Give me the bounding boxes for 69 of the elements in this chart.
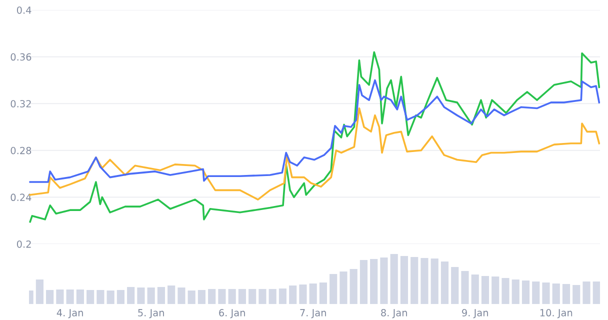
bar [340, 272, 348, 304]
bar [147, 288, 155, 304]
y-tick-label: 0.24 [10, 194, 32, 202]
x-tick-label: 9. Jan [462, 309, 488, 318]
bar [350, 269, 358, 304]
bar [572, 285, 580, 304]
bar [360, 260, 368, 304]
x-tick-label: 4. Jan [56, 309, 83, 318]
bar [562, 284, 570, 304]
bar [116, 290, 124, 304]
bar [410, 257, 418, 304]
bar [76, 290, 84, 304]
bar [532, 282, 540, 304]
bar [268, 289, 276, 304]
bar [127, 287, 135, 304]
bar [188, 290, 196, 304]
bar [36, 280, 44, 304]
bar [370, 259, 378, 304]
bar [430, 258, 438, 304]
bar [106, 290, 114, 304]
bar [380, 258, 388, 304]
x-tick-label: 10. Jan [540, 309, 572, 318]
x-tick-label: 5. Jan [138, 309, 164, 318]
bar [552, 284, 560, 304]
bar [208, 289, 216, 304]
bar [218, 289, 226, 304]
bar [330, 274, 338, 304]
bar [512, 280, 520, 304]
bar [46, 290, 54, 304]
bar [86, 290, 94, 304]
bar [319, 282, 328, 304]
bar [400, 256, 408, 304]
bar [542, 282, 550, 304]
bar [502, 278, 510, 304]
bar [278, 288, 287, 304]
y-tick-label: 0.32 [10, 100, 31, 108]
bar [96, 290, 104, 304]
bar [582, 282, 590, 304]
y-tick-label: 0.36 [10, 53, 32, 61]
x-tick-label: 6. Jan [219, 309, 245, 318]
bar [238, 289, 246, 304]
bar [451, 267, 459, 304]
bar [198, 290, 206, 304]
y-tick-label: 0.28 [10, 146, 32, 154]
bar [592, 282, 600, 304]
bar [420, 258, 428, 304]
bar [309, 284, 317, 304]
bar [168, 286, 176, 304]
x-tick-label: 8. Jan [381, 309, 407, 318]
y-tick-label: 0.2 [16, 240, 31, 248]
bar [492, 276, 500, 304]
bar [461, 271, 469, 304]
bar [289, 286, 297, 304]
bar [228, 289, 236, 304]
bar [178, 288, 186, 304]
bar [471, 274, 479, 304]
bar [56, 290, 64, 304]
bar [137, 288, 145, 304]
bar [66, 290, 74, 304]
bar [299, 284, 307, 304]
bar [390, 254, 398, 304]
bar [258, 289, 266, 304]
bar [248, 289, 256, 304]
bar [440, 262, 449, 304]
bar [157, 287, 165, 304]
bar [481, 276, 490, 304]
x-tick-label: 7. Jan [300, 309, 326, 318]
bar [522, 280, 530, 304]
y-tick-label: 0.4 [16, 6, 32, 14]
